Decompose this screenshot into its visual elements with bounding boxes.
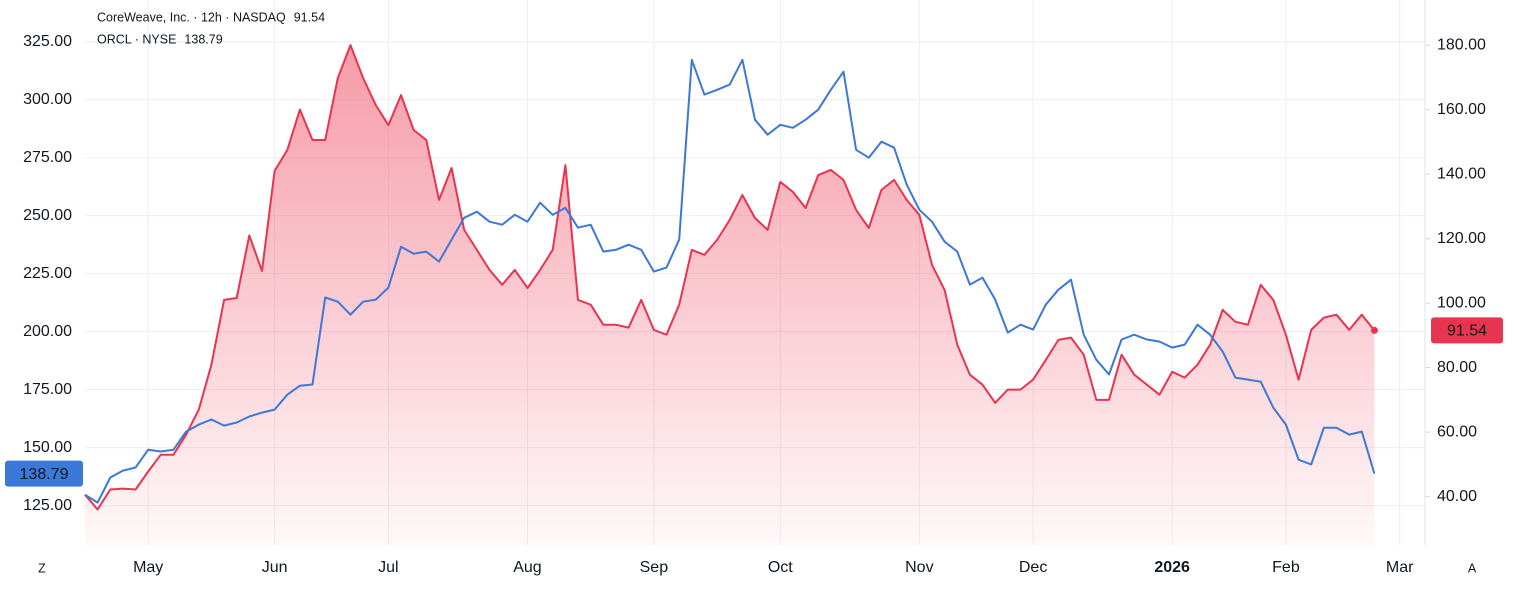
y2-tick-label: 140.00 xyxy=(1437,165,1486,182)
price-tag xyxy=(1431,317,1503,344)
legend-name: CoreWeave, Inc. · 12h · NASDAQ xyxy=(97,10,286,24)
y2-tick-label: 160.00 xyxy=(1437,101,1486,118)
line xyxy=(84,44,1376,511)
y2-tick-label: 180.00 xyxy=(1437,36,1486,53)
y2-tick-label: 40.00 xyxy=(1437,488,1477,505)
x-tick-label: Oct xyxy=(768,559,793,576)
legend-name: ORCL · NYSE xyxy=(97,32,176,46)
auto-button-label[interactable]: A xyxy=(1468,561,1477,575)
line xyxy=(84,58,1376,504)
y-tick-label: 125.00 xyxy=(23,497,72,514)
y-tick-label: 325.00 xyxy=(23,33,72,50)
x-tick-label: Aug xyxy=(513,559,541,576)
x-tick-label: Jun xyxy=(262,559,288,576)
y-tick-label: 225.00 xyxy=(23,265,72,282)
y2-tick-label: 80.00 xyxy=(1437,359,1477,376)
scale-button[interactable] xyxy=(31,557,53,579)
y-tick-label: 175.00 xyxy=(23,381,72,398)
price-tag xyxy=(5,460,83,487)
x-tick-label: 2026 xyxy=(1154,559,1190,576)
y-tick-label: 150.00 xyxy=(23,439,72,456)
price-tag-label: 91.54 xyxy=(1447,323,1487,340)
y-tick-label: 200.00 xyxy=(23,323,72,340)
x-tick-label: Dec xyxy=(1019,559,1047,576)
y-tick-label: 250.00 xyxy=(23,207,72,224)
area xyxy=(85,45,1375,545)
legend-value: 138.79 xyxy=(184,32,222,46)
legend-value: 91.54 xyxy=(294,10,325,24)
y-tick-label: 300.00 xyxy=(23,91,72,108)
y2-tick-label: 100.00 xyxy=(1437,294,1486,311)
x-tick-label: Nov xyxy=(905,559,933,576)
y-tick-label: 275.00 xyxy=(23,149,72,166)
y2-tick-label: 120.00 xyxy=(1437,230,1486,247)
x-tick-label: May xyxy=(133,559,163,576)
x-tick-label: Feb xyxy=(1272,559,1300,576)
scale-button-label[interactable]: Z xyxy=(38,561,46,575)
last-point xyxy=(1370,326,1378,334)
y2-tick-label: 60.00 xyxy=(1437,423,1477,440)
x-tick-label: Mar xyxy=(1386,559,1414,576)
auto-button[interactable] xyxy=(1461,557,1483,579)
x-tick-label: Jul xyxy=(378,559,398,576)
x-tick-label: Sep xyxy=(640,559,669,576)
price-tag-label: 138.79 xyxy=(20,466,69,483)
